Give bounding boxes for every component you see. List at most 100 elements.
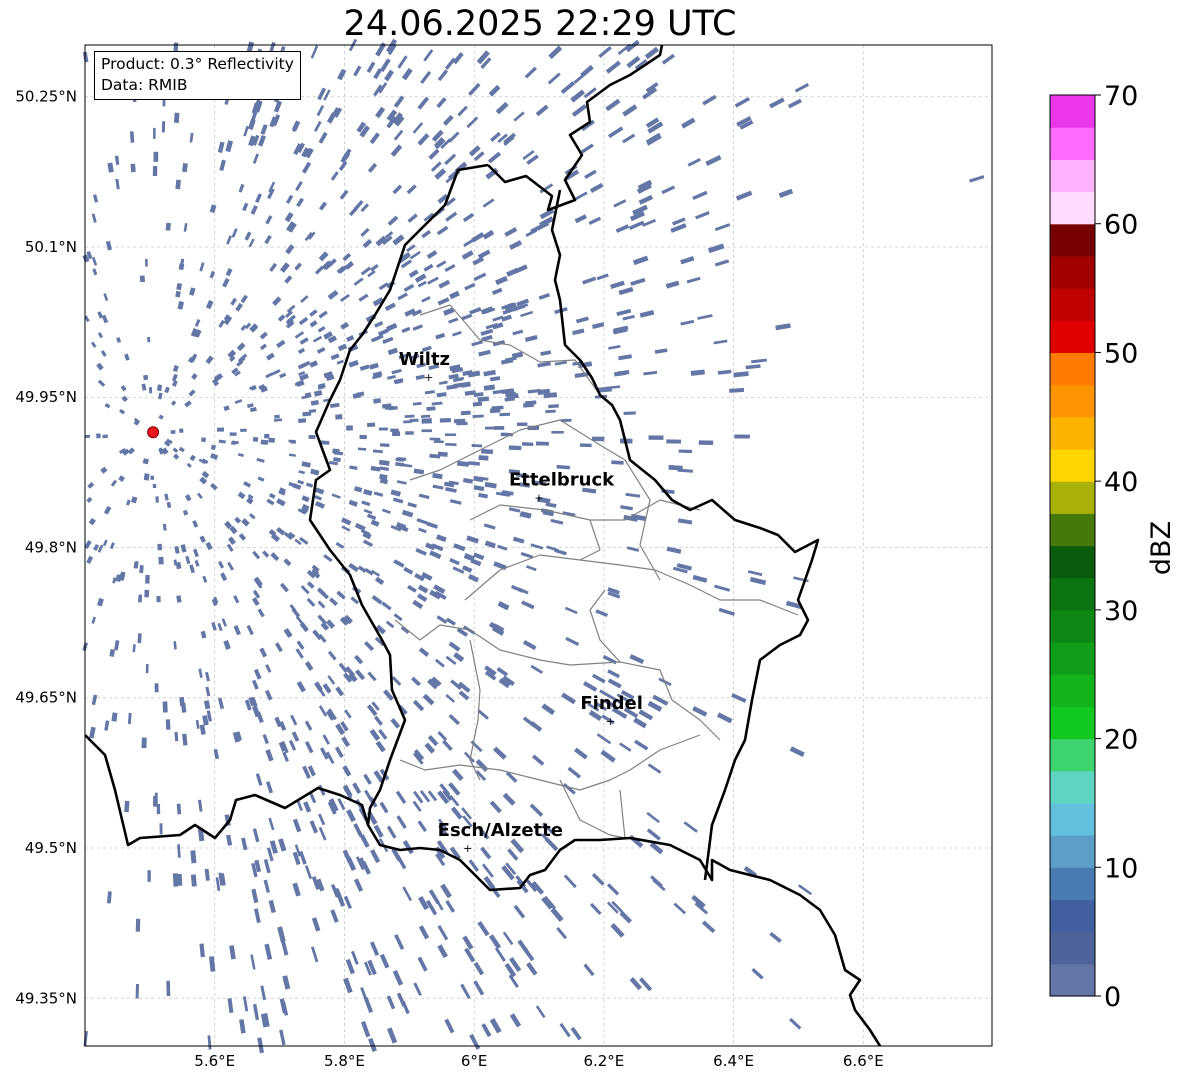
echo-pixel <box>170 400 177 406</box>
echo-pixel <box>323 554 333 563</box>
echo-pixel <box>337 68 347 81</box>
echo-pixel <box>254 100 263 113</box>
echo-pixel <box>291 731 300 742</box>
echo-pixel <box>102 434 108 439</box>
echo-pixel <box>462 815 473 828</box>
echo-pixel <box>501 865 515 881</box>
echo-pixel <box>697 314 713 320</box>
echo-pixel <box>216 427 225 432</box>
echo-pixel <box>354 669 366 681</box>
echo-pixel <box>269 116 277 128</box>
echo-pixel <box>327 708 337 721</box>
echo-pixel <box>505 771 518 783</box>
echo-pixel <box>260 439 269 445</box>
echo-pixel <box>255 193 262 203</box>
echo-pixel <box>551 431 564 434</box>
echo-pixel <box>296 197 304 208</box>
echo-pixel <box>329 402 340 408</box>
echo-pixel <box>188 389 196 397</box>
echo-pixel <box>393 378 404 384</box>
echo-pixel <box>444 57 456 70</box>
echo-pixel <box>532 754 545 766</box>
echo-pixel <box>482 229 495 240</box>
echo-pixel <box>356 121 367 133</box>
echo-pixel <box>623 707 639 719</box>
echo-pixel <box>265 664 272 673</box>
echo-pixel <box>304 661 314 671</box>
echo-pixel <box>582 487 597 494</box>
echo-pixel <box>265 372 274 379</box>
echo-pixel <box>366 61 376 73</box>
echo-pixel <box>461 313 473 321</box>
echo-pixel <box>623 514 638 522</box>
echo-pixel <box>527 425 540 431</box>
echo-pixel <box>294 262 302 271</box>
echo-pixel <box>480 846 492 860</box>
echo-pixel <box>327 258 337 267</box>
echo-pixel <box>531 880 545 895</box>
colorbar-segment <box>1050 223 1095 257</box>
echo-pixel <box>370 264 379 272</box>
echo-pixel <box>201 437 207 443</box>
echo-pixel <box>417 820 427 833</box>
echo-pixel <box>789 746 805 758</box>
echo-pixel <box>391 676 402 686</box>
colorbar-tick-label: 50 <box>1104 338 1138 369</box>
echo-pixel <box>390 144 403 157</box>
colorbar-segment <box>1050 674 1095 707</box>
echo-pixel <box>301 495 310 503</box>
echo-pixel <box>394 934 405 950</box>
echo-pixel <box>440 138 452 150</box>
echo-pixel <box>468 461 481 466</box>
echo-pixel <box>717 369 732 375</box>
echo-pixel <box>303 801 312 813</box>
echo-pixel <box>601 714 615 725</box>
echo-pixel <box>147 870 151 882</box>
colorbar-segment <box>1050 706 1095 740</box>
echo-pixel <box>607 669 621 679</box>
echo-pixel <box>543 392 558 399</box>
echo-pixel <box>747 570 763 576</box>
echo-pixel <box>589 902 602 916</box>
echo-pixel <box>471 232 485 243</box>
echo-pixel <box>507 848 519 861</box>
echo-pixel <box>504 356 517 362</box>
echo-pixel <box>716 712 733 724</box>
echo-pixel <box>445 617 456 626</box>
echo-pixel <box>260 985 267 1001</box>
echo-pixel <box>158 556 164 565</box>
echo-pixel <box>148 387 153 394</box>
echo-pixel <box>279 1029 286 1046</box>
echo-pixel <box>412 324 423 331</box>
echo-pixel <box>677 518 693 525</box>
echo-pixel <box>288 453 296 457</box>
echo-pixel <box>159 823 163 835</box>
echo-pixel <box>632 255 649 266</box>
echo-pixel <box>285 194 294 204</box>
echo-pixel <box>548 45 563 59</box>
echo-pixel <box>530 664 544 674</box>
echo-pixel <box>583 681 598 692</box>
echo-pixel <box>412 752 424 765</box>
echo-pixel <box>277 314 286 322</box>
echo-pixel <box>362 238 373 249</box>
echo-pixel <box>328 798 339 812</box>
echo-pixel <box>794 83 810 93</box>
echo-pixel <box>512 304 526 312</box>
echo-pixel <box>628 220 645 230</box>
echo-pixel <box>234 370 241 377</box>
echo-pixel <box>338 662 349 674</box>
colorbar-segment <box>1050 352 1095 386</box>
echo-pixel <box>403 420 412 424</box>
echo-pixel <box>143 374 149 381</box>
echo-pixel <box>487 151 502 164</box>
echo-pixel <box>483 307 496 315</box>
echo-pixel <box>380 58 391 73</box>
echo-pixel <box>343 614 353 625</box>
echo-pixel <box>243 125 249 137</box>
echo-pixel <box>384 231 394 239</box>
echo-pixel <box>535 104 549 117</box>
echo-pixel <box>396 480 407 485</box>
echo-pixel <box>584 169 597 180</box>
echo-pixel <box>397 55 408 69</box>
